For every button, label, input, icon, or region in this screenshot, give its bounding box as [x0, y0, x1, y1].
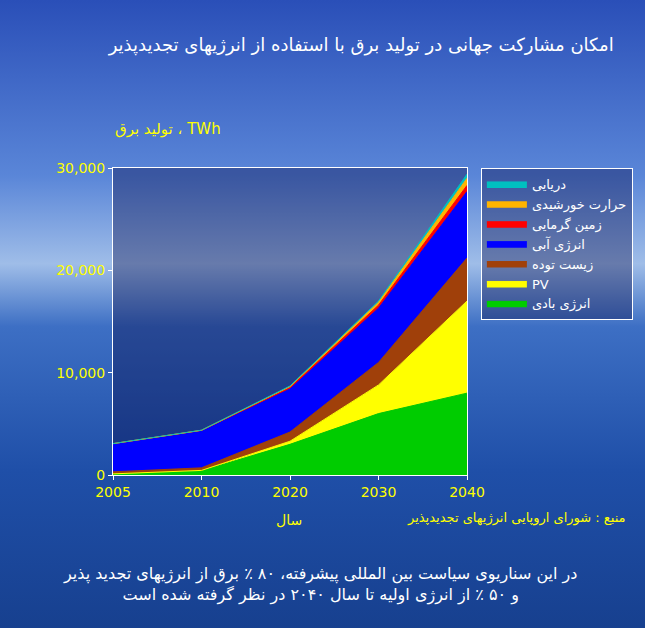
svg-text:حرارت خورشیدی: حرارت خورشیدی: [532, 197, 626, 213]
svg-text:2040: 2040: [449, 484, 485, 500]
svg-text:امکان مشارکت جهانی در تولید بر: امکان مشارکت جهانی در تولید برق با استفا…: [108, 34, 614, 56]
svg-text:سال: سال: [276, 512, 302, 528]
svg-text:0: 0: [96, 467, 105, 483]
svg-text:انرژی بادی: انرژی بادی: [532, 296, 591, 312]
svg-text:2010: 2010: [184, 484, 220, 500]
svg-text:زیست توده: زیست توده: [532, 257, 593, 273]
svg-text:2020: 2020: [272, 484, 308, 500]
svg-text:منبع : شورای اروپایی انرژیهای: منبع : شورای اروپایی انرژیهای تجدیدپذیر: [407, 510, 626, 526]
svg-text:10,000: 10,000: [56, 365, 105, 381]
svg-text:زمین گرمایی: زمین گرمایی: [532, 217, 602, 233]
svg-text:تولید برق ، TWh: تولید برق ، TWh: [115, 120, 221, 138]
svg-text:دریایی: دریایی: [532, 177, 566, 193]
svg-text:2005: 2005: [95, 484, 131, 500]
svg-text:انرژی آبی: انرژی آبی: [532, 236, 585, 253]
svg-text:20,000: 20,000: [56, 262, 105, 278]
svg-text:2030: 2030: [361, 484, 397, 500]
svg-text:PV: PV: [532, 277, 549, 292]
svg-text:30,000: 30,000: [56, 160, 105, 176]
svg-text:در این سناریوی سیاست بین الملل: در این سناریوی سیاست بین المللی پیشرفته،…: [63, 564, 577, 605]
